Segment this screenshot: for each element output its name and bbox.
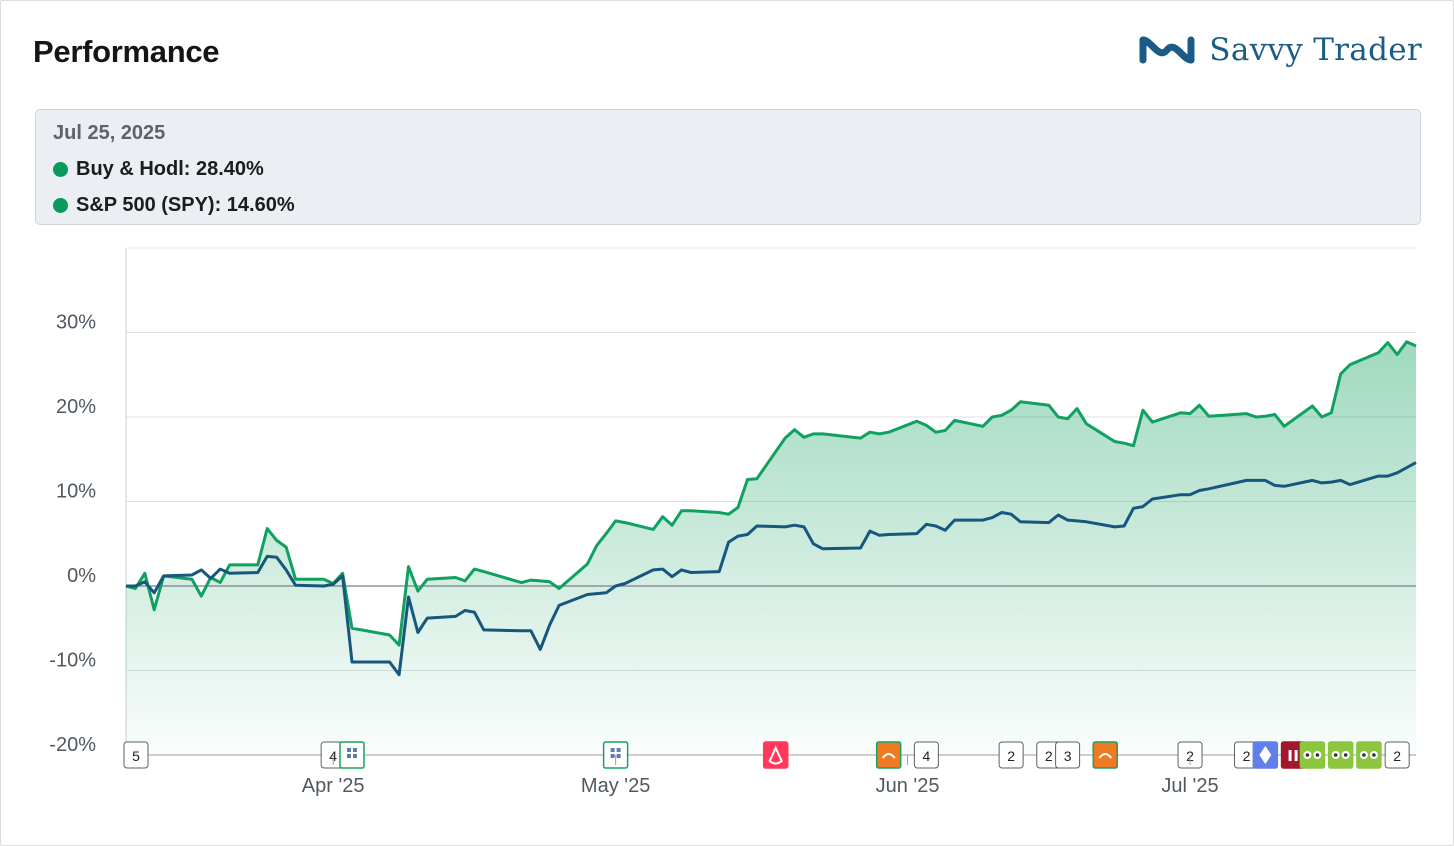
owl-icon[interactable]	[1356, 741, 1382, 769]
y-tick-label: 0%	[67, 565, 96, 587]
shares-glyph	[610, 748, 615, 752]
shares-icon[interactable]	[339, 741, 365, 769]
marker-box	[1327, 741, 1354, 769]
trade-markers[interactable]: 544223222	[123, 741, 1410, 769]
owl-icon[interactable]	[1299, 741, 1326, 769]
brand-logo[interactable]: Savvy Trader	[1137, 32, 1422, 68]
orange-logo-icon[interactable]	[1092, 741, 1119, 769]
red-logo-glyph	[1294, 750, 1298, 761]
owl-pupil	[1305, 753, 1310, 757]
y-tick-label: 30%	[56, 312, 96, 334]
x-tick-label: Jul '25	[1161, 775, 1218, 797]
owl-pupil	[1315, 753, 1320, 757]
shares-glyph	[352, 754, 357, 758]
y-tick-label: -20%	[49, 734, 96, 756]
x-tick-label: Jun '25	[876, 775, 940, 797]
trade-count-marker[interactable]: 2	[1384, 741, 1410, 769]
x-tick-label: Apr '25	[302, 775, 365, 797]
marker-count: 5	[132, 748, 140, 764]
airbnb-icon[interactable]	[762, 741, 789, 769]
shares-glyph	[616, 754, 621, 758]
eth-diamond	[1259, 746, 1272, 764]
tooltip-portfolio-value: Buy & Hodl: 28.40%	[76, 158, 264, 180]
legend-dot-icon	[53, 198, 68, 213]
orange-logo-icon[interactable]	[875, 741, 902, 769]
legend-dot-icon	[53, 162, 68, 177]
marker-box	[1384, 741, 1410, 769]
shares-glyph	[616, 748, 621, 752]
marker-box	[1055, 741, 1081, 769]
brand-name: Savvy Trader	[1209, 32, 1422, 68]
trade-count-marker[interactable]: 3	[1055, 741, 1081, 769]
owl-pupil	[1372, 753, 1376, 757]
portfolio-area	[126, 341, 1416, 755]
orange-logo-glyph	[1098, 753, 1113, 759]
x-tick-label: May '25	[581, 775, 650, 797]
chart-tooltip: Jul 25, 2025 Buy & Hodl: 28.40% S&P 500 …	[35, 109, 1421, 225]
tooltip-row-portfolio: Buy & Hodl: 28.40%	[53, 158, 264, 181]
tooltip-row-benchmark: S&P 500 (SPY): 14.60%	[53, 194, 295, 217]
ethereum-icon[interactable]	[1252, 741, 1279, 769]
marker-box	[339, 741, 365, 769]
owl-icon[interactable]	[1327, 741, 1354, 769]
y-tick-label: -10%	[49, 650, 96, 672]
owl-pupil	[1333, 753, 1338, 757]
y-tick-label: 20%	[56, 396, 96, 418]
marker-count: 2	[1243, 748, 1251, 764]
marker-count: 2	[1007, 748, 1015, 764]
series-line-sp500[interactable]	[126, 461, 1417, 677]
y-tick-label: 10%	[56, 481, 96, 503]
marker-count: 4	[922, 748, 930, 764]
owl-pupil	[1362, 753, 1366, 757]
page-title: Performance	[33, 34, 220, 69]
shares-glyph	[610, 754, 615, 758]
marker-box	[1356, 741, 1382, 769]
trade-count-marker[interactable]: 2	[998, 741, 1024, 769]
marker-count: 3	[1064, 748, 1072, 764]
trade-count-marker[interactable]: 4	[913, 741, 939, 769]
red-logo-glyph	[1288, 750, 1292, 761]
tooltip-benchmark-value: S&P 500 (SPY): 14.60%	[76, 194, 295, 216]
marker-box	[998, 741, 1024, 769]
orange-logo-glyph	[881, 753, 896, 759]
tooltip-date: Jul 25, 2025	[53, 122, 166, 144]
savvy-trader-logo-icon	[1139, 36, 1195, 64]
owl-pupil	[1343, 753, 1348, 757]
x-axis: Apr '25 May '25 Jun '25 Jul '25	[302, 755, 1219, 797]
marker-count: 2	[1045, 748, 1053, 764]
airbnb-glyph	[768, 745, 783, 765]
marker-box	[1299, 741, 1326, 769]
y-axis: -20% -10% 0% 10% 20% 30%	[49, 312, 96, 757]
marker-box	[913, 741, 939, 769]
marker-box	[123, 741, 149, 769]
trade-count-marker[interactable]: 5	[123, 741, 149, 769]
shares-glyph	[346, 754, 351, 758]
shares-glyph	[346, 748, 351, 752]
marker-count: 2	[1393, 748, 1401, 764]
shares-glyph	[352, 748, 357, 752]
